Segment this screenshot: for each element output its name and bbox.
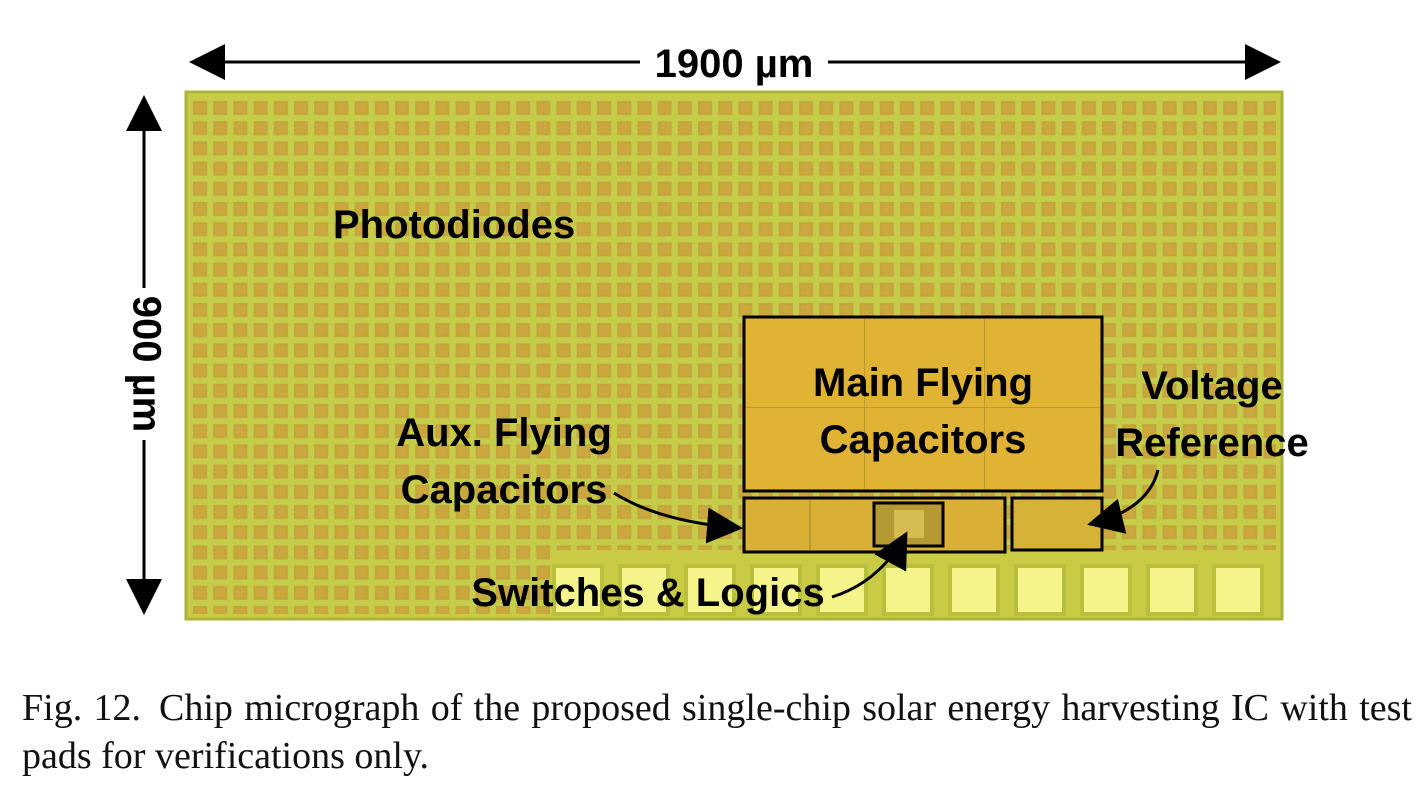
photodiodes-label: Photodiodes [333, 203, 575, 247]
test-pad [886, 568, 930, 612]
die-edge [184, 90, 1284, 621]
test-pad [1084, 568, 1128, 612]
main-flying-capacitors-block [742, 315, 1104, 493]
width-dimension: 1900 µm [189, 42, 1281, 86]
test-pad [556, 568, 600, 612]
test-pad [688, 568, 732, 612]
test-pad [754, 568, 798, 612]
test-pad [820, 568, 864, 612]
chip-micrograph-figure: 1900 µm 900 µm Photodiodes Main Flying C… [124, 42, 1309, 621]
height-label: 900 µm [124, 296, 168, 432]
voltage-reference-block [1010, 496, 1104, 552]
main-capacitor-outline [742, 315, 1104, 493]
main-capacitors-label-line1: Main Flying [813, 361, 1033, 405]
switches-label: Switches & Logics [471, 571, 824, 615]
switches-outline [872, 501, 945, 548]
photodiode-array-lower [190, 550, 550, 614]
switches-pointer [831, 531, 908, 599]
vref-label-line2: Reference [1115, 421, 1308, 465]
switches-core [894, 510, 924, 538]
chip-die [184, 90, 1284, 621]
switches-logics-block [872, 501, 945, 548]
test-pad [1018, 568, 1062, 612]
figure-caption: Fig. 12. Chip micrograph of the proposed … [22, 684, 1412, 780]
aux-capacitors-label-line1: Aux. Flying [396, 411, 612, 455]
test-pad [622, 568, 666, 612]
caption-text: Chip micrograph of the proposed single-c… [22, 687, 1412, 777]
main-capacitor-fill [744, 317, 1102, 491]
test-pad-row [552, 564, 1264, 616]
vref-label-line1: Voltage [1141, 364, 1283, 408]
width-label: 1900 µm [655, 42, 814, 86]
main-capacitors-label-line2: Capacitors [820, 418, 1027, 462]
aux-capacitors-label-line2: Capacitors [401, 468, 608, 512]
vref-pointer [1087, 469, 1160, 534]
figure-number: Fig. 12. [22, 687, 142, 729]
photodiode-array [190, 98, 1276, 550]
test-pad [952, 568, 996, 612]
test-pad [1216, 568, 1260, 612]
height-dimension: 900 µm [124, 95, 168, 615]
test-pad [1150, 568, 1194, 612]
aux-capacitors-pointer [613, 491, 743, 544]
vref-fill [1012, 498, 1102, 550]
